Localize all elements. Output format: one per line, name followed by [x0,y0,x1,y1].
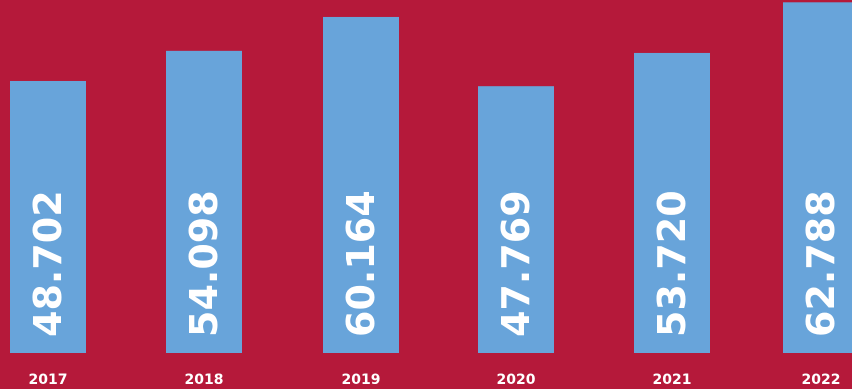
x-tick-label-2022: 2022 [802,372,841,388]
bar-value-label-2017: 48.702 [26,190,70,337]
x-tick-label-2020: 2020 [497,372,536,388]
bar-value-label-2022: 62.788 [799,190,843,337]
bar-value-label-2020: 47.769 [494,190,538,337]
bar-value-label-2019: 60.164 [339,190,383,337]
x-tick-label-2021: 2021 [653,372,692,388]
x-tick-label-2017: 2017 [29,372,68,388]
bar-value-label-2021: 53.720 [650,190,694,337]
bar-value-label-2018: 54.098 [182,190,226,337]
x-tick-label-2019: 2019 [342,372,381,388]
x-tick-label-2018: 2018 [185,372,224,388]
